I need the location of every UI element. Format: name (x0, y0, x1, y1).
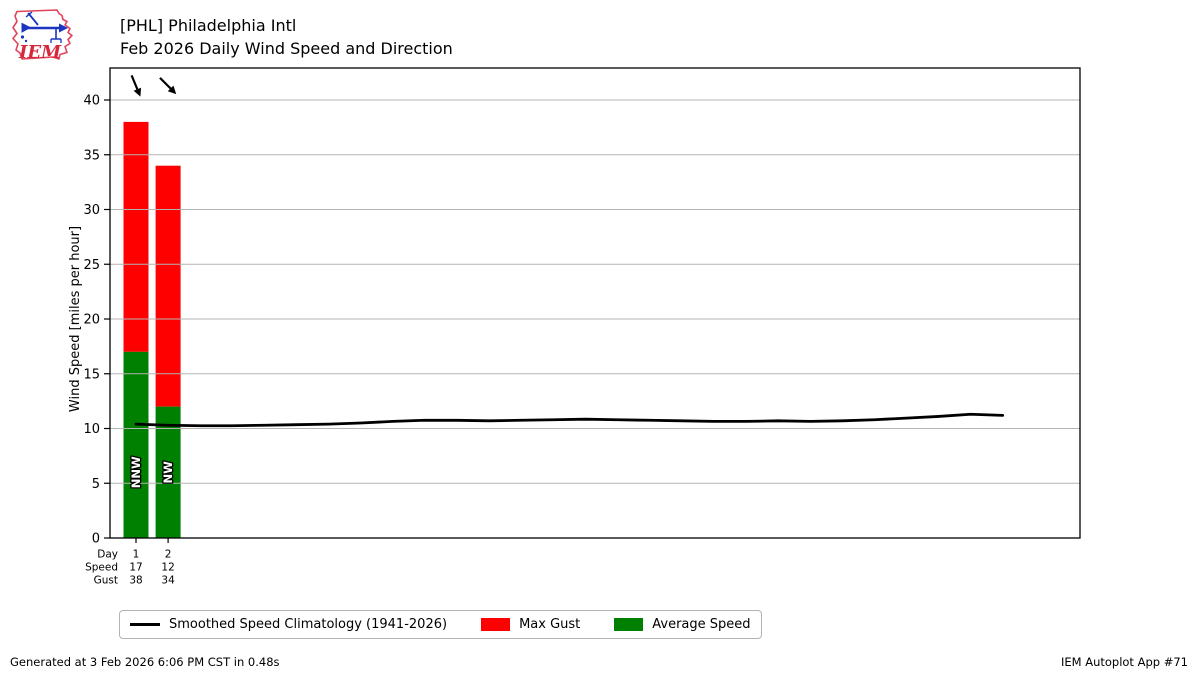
x-row-value-day-day2: 2 (165, 549, 172, 561)
x-row-value-day-day1: 1 (133, 549, 140, 561)
y-tick-label-40: 40 (83, 94, 100, 109)
x-row-value-speed-day1: 17 (129, 562, 142, 574)
legend-label-max-gust: Max Gust (519, 617, 581, 632)
legend-item-average-speed: Average Speed (614, 617, 751, 632)
legend-item-max-gust: Max Gust (481, 617, 580, 632)
x-row-value-gust-day2: 34 (161, 575, 175, 587)
x-row-label-speed: Speed (85, 562, 118, 574)
legend-item-climatology: Smoothed Speed Climatology (1941-2026) (130, 617, 447, 632)
climatology-line-swatch (130, 623, 160, 626)
y-tick-label-15: 15 (83, 367, 100, 382)
app-reference: IEM Autoplot App #71 (1060, 655, 1188, 669)
y-tick-label-25: 25 (83, 258, 100, 273)
y-tick-label-30: 30 (83, 203, 100, 218)
legend-label-climatology: Smoothed Speed Climatology (1941-2026) (169, 617, 448, 632)
avg-speed-bar-day1 (123, 351, 149, 538)
iowa-outline-icon (12, 9, 73, 60)
x-row-value-gust-day1: 38 (129, 575, 142, 587)
plot-border (109, 67, 1081, 539)
x-row-label-day: Day (97, 549, 118, 561)
station-title: [PHL] Philadelphia Intl (120, 16, 297, 35)
max-gust-swatch (481, 618, 511, 631)
wind-direction-arrowhead-day2 (167, 85, 177, 95)
climatology-line (134, 412, 1005, 428)
x-row-value-speed-day2: 12 (161, 562, 174, 574)
max-gust-bar-day1 (123, 121, 149, 352)
legend: Smoothed Speed Climatology (1941-2026) M… (119, 610, 762, 639)
x-row-label-gust: Gust (94, 575, 118, 587)
y-tick-label-35: 35 (83, 148, 100, 163)
chart-title-block: [PHL] Philadelphia Intl Feb 2026 Daily W… (120, 14, 453, 60)
wind-direction-arrowhead-day1 (133, 87, 142, 97)
chart-subtitle: Feb 2026 Daily Wind Speed and Direction (120, 39, 453, 58)
max-gust-bar-day2 (155, 165, 181, 407)
y-tick-label-20: 20 (83, 313, 100, 328)
iem-logo: IEM (12, 9, 73, 63)
average-speed-swatch (614, 618, 644, 631)
weather-vane-icon (20, 11, 68, 43)
logo-iem-text: IEM (18, 42, 62, 63)
generated-timestamp: Generated at 3 Feb 2026 6:06 PM CST in 0… (10, 655, 280, 669)
wind-direction-label-day2: NW (161, 461, 175, 484)
y-axis-label: Wind Speed [miles per hour] (68, 226, 83, 412)
wind-direction-label-day1: NNW (129, 456, 143, 488)
wind-direction-arrow-day2 (159, 77, 174, 92)
y-tick-label-5: 5 (92, 477, 100, 492)
y-tick-label-10: 10 (83, 422, 100, 437)
legend-label-average-speed: Average Speed (652, 617, 751, 632)
y-tick-label-0: 0 (92, 532, 100, 547)
